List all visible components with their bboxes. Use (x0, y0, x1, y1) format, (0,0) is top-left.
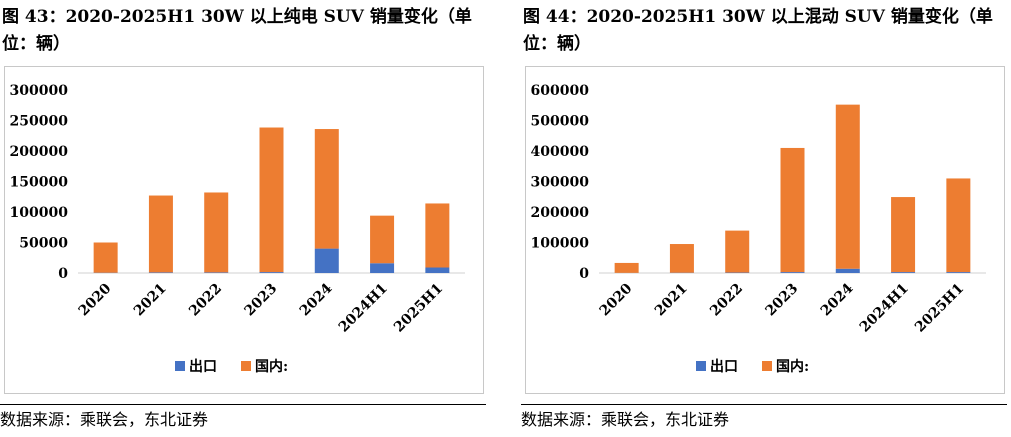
x-tick-label: 2024H1 (336, 281, 391, 336)
y-tick-label: 0 (58, 266, 68, 282)
x-tick-label: 2024H1 (857, 281, 912, 336)
source-note: 数据来源：乘联会，东北证券 (521, 410, 730, 429)
y-tick-label: 100000 (10, 205, 69, 221)
plot-area-frame (4, 66, 484, 394)
x-tick-label: 2023 (241, 281, 280, 320)
y-tick-label: 150000 (10, 175, 69, 191)
x-tick-label: 2020 (597, 280, 636, 319)
y-tick-label: 200000 (531, 205, 590, 221)
bar-domestic-2020 (93, 242, 118, 273)
legend-swatch-export (696, 361, 706, 371)
x-tick-label: 2023 (762, 281, 801, 320)
y-tick-label: 300000 (531, 175, 590, 191)
bar-domestic-2023 (780, 147, 805, 273)
bar-domestic-2024 (835, 104, 860, 269)
source-note: 数据来源：乘联会，东北证券 (0, 410, 209, 429)
x-tick-label: 2022 (707, 281, 746, 320)
y-tick-label: 50000 (19, 236, 68, 252)
legend-swatch-domestic (762, 361, 772, 371)
bar-domestic-2021 (148, 195, 173, 273)
legend-label-domestic: 国内: (776, 358, 809, 375)
bar-export-2024H1 (891, 272, 916, 273)
bar-domestic-2025H1 (425, 203, 450, 268)
x-tick-label: 2020 (76, 280, 115, 319)
stacked-bar-chart-43: 0 50000 100000 150000 200000 250000 300000 2020… (10, 83, 465, 375)
bar-domestic-2021 (669, 244, 694, 273)
x-tick-label: 2025H1 (391, 281, 446, 336)
y-tick-label: 100000 (531, 236, 590, 252)
bar-domestic-2023 (259, 127, 284, 273)
y-tick-label: 400000 (531, 144, 590, 160)
chart-title: 图 43：2020-2025H1 30W 以上纯电 SUV 销量变化（单位：辆） (2, 7, 472, 54)
bar-export-2023 (259, 272, 284, 273)
y-tick-label: 0 (579, 266, 589, 282)
y-tick-label: 200000 (10, 144, 69, 160)
bar-domestic-2025H1 (946, 178, 971, 273)
bar-domestic-2022 (204, 192, 229, 273)
x-tick-label: 2025H1 (912, 281, 967, 336)
bar-export-2024 (314, 248, 339, 273)
bar-export-2025H1 (946, 272, 971, 273)
x-tick-label: 2021 (131, 281, 170, 320)
bar-export-2024 (835, 268, 860, 273)
bar-domestic-2024H1 (370, 215, 395, 264)
chart-panel-43: 图 43：2020-2025H1 30W 以上纯电 SUV 销量变化（单位：辆）… (0, 0, 490, 437)
x-tick-label: 2021 (652, 281, 691, 320)
source-divider (0, 404, 486, 405)
x-tick-label: 2022 (186, 281, 225, 320)
bar-export-2022 (204, 272, 229, 273)
legend-swatch-domestic (241, 361, 251, 371)
bar-domestic-2024H1 (891, 197, 916, 273)
bar-domestic-2024 (314, 129, 339, 249)
legend-swatch-export (175, 361, 185, 371)
legend-label-export: 出口 (189, 358, 217, 375)
bar-domestic-2020 (614, 262, 639, 273)
chart-panel-44: 图 44：2020-2025H1 30W 以上混动 SUV 销量变化（单位：辆）… (521, 0, 1011, 437)
bar-export-2021 (148, 272, 173, 273)
bar-export-2024H1 (370, 263, 395, 273)
chart-title: 图 44：2020-2025H1 30W 以上混动 SUV 销量变化（单位：辆） (523, 7, 993, 54)
y-tick-label: 600000 (531, 83, 590, 99)
bar-export-2025H1 (425, 267, 450, 273)
x-tick-label: 2024 (818, 280, 857, 319)
y-tick-label: 250000 (10, 114, 69, 130)
stacked-bar-chart-44: 0 100000 200000 300000 400000 500000 600000 202… (531, 83, 986, 375)
legend-label-domestic: 国内: (255, 358, 288, 375)
y-tick-label: 500000 (531, 114, 590, 130)
legend-label-export: 出口 (710, 358, 738, 375)
bar-export-2023 (780, 272, 805, 273)
bar-domestic-2022 (725, 230, 750, 273)
x-tick-label: 2024 (297, 280, 336, 319)
plot-area-frame (525, 66, 1005, 394)
source-divider (521, 404, 1007, 405)
y-tick-label: 300000 (10, 83, 69, 99)
